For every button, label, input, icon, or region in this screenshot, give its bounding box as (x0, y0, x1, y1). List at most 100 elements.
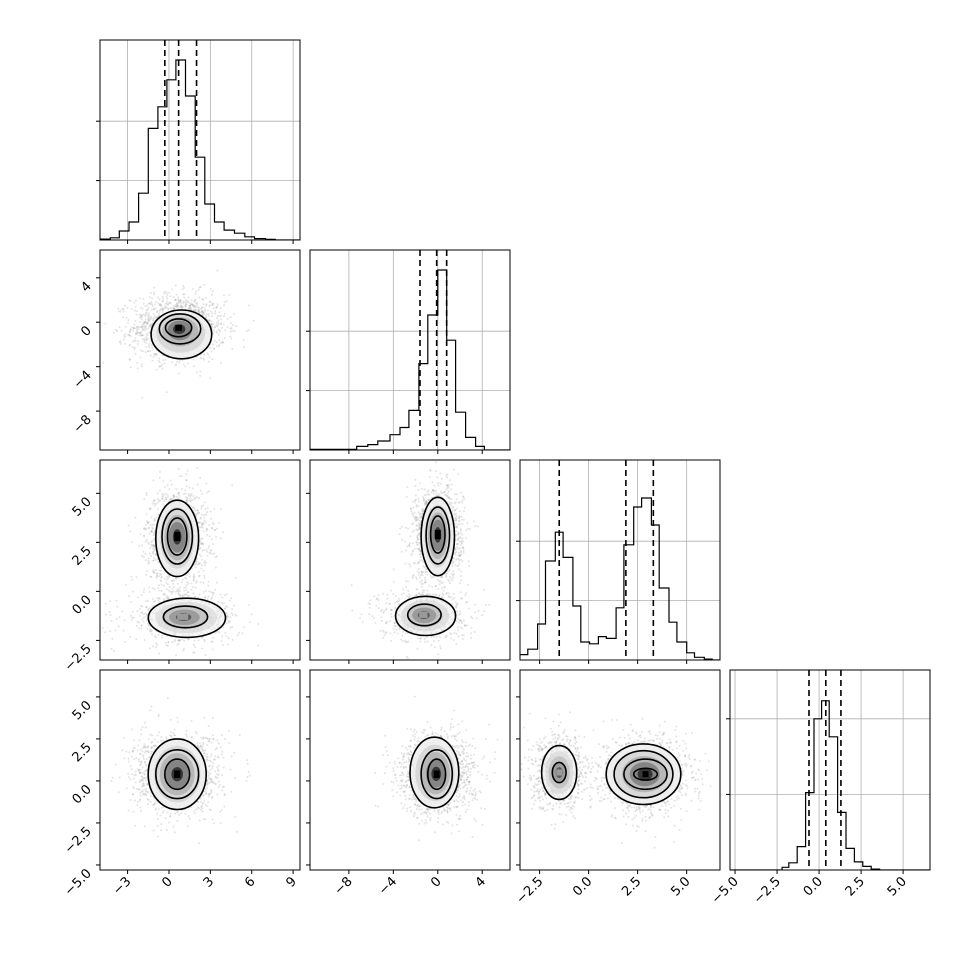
scatter-point (155, 368, 158, 371)
scatter-point (152, 312, 155, 315)
scatter-point (124, 336, 127, 338)
scatter-point (151, 303, 153, 306)
scatter-point (211, 358, 214, 361)
scatter-point (180, 306, 183, 309)
scatter-point (422, 571, 425, 573)
scatter-point (190, 302, 193, 305)
scatter-point (456, 564, 459, 567)
scatter-point (136, 610, 139, 612)
scatter-point (145, 311, 148, 314)
scatter-point (215, 324, 218, 327)
scatter-point (211, 312, 214, 315)
scatter-point (421, 510, 424, 513)
scatter-point (398, 533, 401, 536)
scatter-point (214, 325, 216, 328)
scatter-point (140, 363, 143, 366)
histogram-panel-3 (730, 670, 930, 870)
scatter-point (141, 334, 144, 337)
scatter-point (423, 504, 426, 507)
scatter-point (187, 572, 190, 575)
scatter-point (419, 555, 422, 558)
scatter-point (138, 621, 140, 624)
scatter-point (160, 636, 163, 639)
scatter-point (462, 518, 465, 521)
scatter-point (216, 269, 219, 272)
scatter-point (148, 302, 150, 304)
scatter-point (157, 587, 159, 590)
scatter-point (212, 594, 215, 597)
scatter-point (420, 579, 423, 582)
scatter-point (199, 286, 202, 288)
scatter-point (140, 604, 143, 607)
scatter-point (159, 573, 162, 576)
scatter-point (449, 503, 452, 506)
histogram-steps (520, 497, 720, 660)
scatter-point (460, 558, 463, 561)
scatter-point (109, 614, 112, 616)
scatter-point (157, 501, 160, 504)
scatter-point (181, 594, 184, 597)
scatter-point (204, 654, 207, 656)
scatter-point (136, 367, 139, 370)
scatter-point (158, 298, 161, 301)
scatter-point (164, 302, 167, 305)
scatter-point (188, 307, 190, 310)
scatter-point (104, 322, 107, 325)
scatter-point (141, 325, 144, 328)
scatter-point (137, 331, 139, 334)
scatter-point (188, 306, 191, 309)
scatter-point (211, 326, 214, 329)
scatter-point (422, 496, 425, 499)
scatter-point (154, 636, 157, 639)
scatter-point (171, 361, 174, 364)
scatter-point (148, 331, 151, 334)
scatter-point (143, 325, 146, 328)
scatter-point (201, 647, 204, 650)
scatter-point (189, 303, 192, 306)
scatter-point (214, 556, 217, 559)
scatter-point (185, 473, 188, 476)
scatter-point (418, 533, 421, 535)
scatter-point (221, 635, 224, 638)
scatter-point (147, 609, 150, 612)
scatter-point (128, 299, 131, 302)
scatter-point (213, 348, 216, 351)
scatter-point (168, 301, 171, 304)
scatter-point (155, 576, 158, 579)
scatter-point (474, 525, 476, 527)
scatter-point (210, 323, 213, 326)
scatter-point (150, 629, 153, 632)
scatter-point (210, 310, 212, 313)
scatter-point (139, 306, 142, 309)
scatter-point (231, 348, 234, 350)
scatter-point (199, 521, 202, 524)
scatter-point (416, 543, 419, 546)
scatter-point (460, 550, 463, 552)
scatter-point (158, 569, 161, 572)
scatter-point (145, 342, 147, 345)
scatter-point (173, 586, 175, 589)
scatter-point (203, 306, 206, 309)
scatter-point (455, 525, 458, 528)
scatter-point (156, 597, 159, 599)
scatter-point (454, 564, 456, 567)
scatter-point (440, 582, 443, 584)
scatter-point (219, 537, 222, 540)
scatter-point (140, 624, 143, 627)
scatter-point (207, 547, 210, 549)
histogram-steps (310, 269, 510, 450)
scatter-point (203, 638, 205, 641)
scatter-point (422, 497, 425, 500)
scatter-point (156, 557, 159, 560)
scatter-point (393, 622, 396, 625)
scatter-point (462, 496, 465, 498)
scatter-point (145, 606, 148, 609)
scatter-point (177, 593, 180, 596)
scatter-point (154, 558, 157, 561)
scatter-point (153, 499, 156, 501)
scatter-point (459, 544, 462, 547)
scatter-point (428, 494, 431, 496)
scatter-point (216, 314, 219, 317)
scatter-point (150, 543, 153, 546)
scatter-point (215, 345, 218, 348)
